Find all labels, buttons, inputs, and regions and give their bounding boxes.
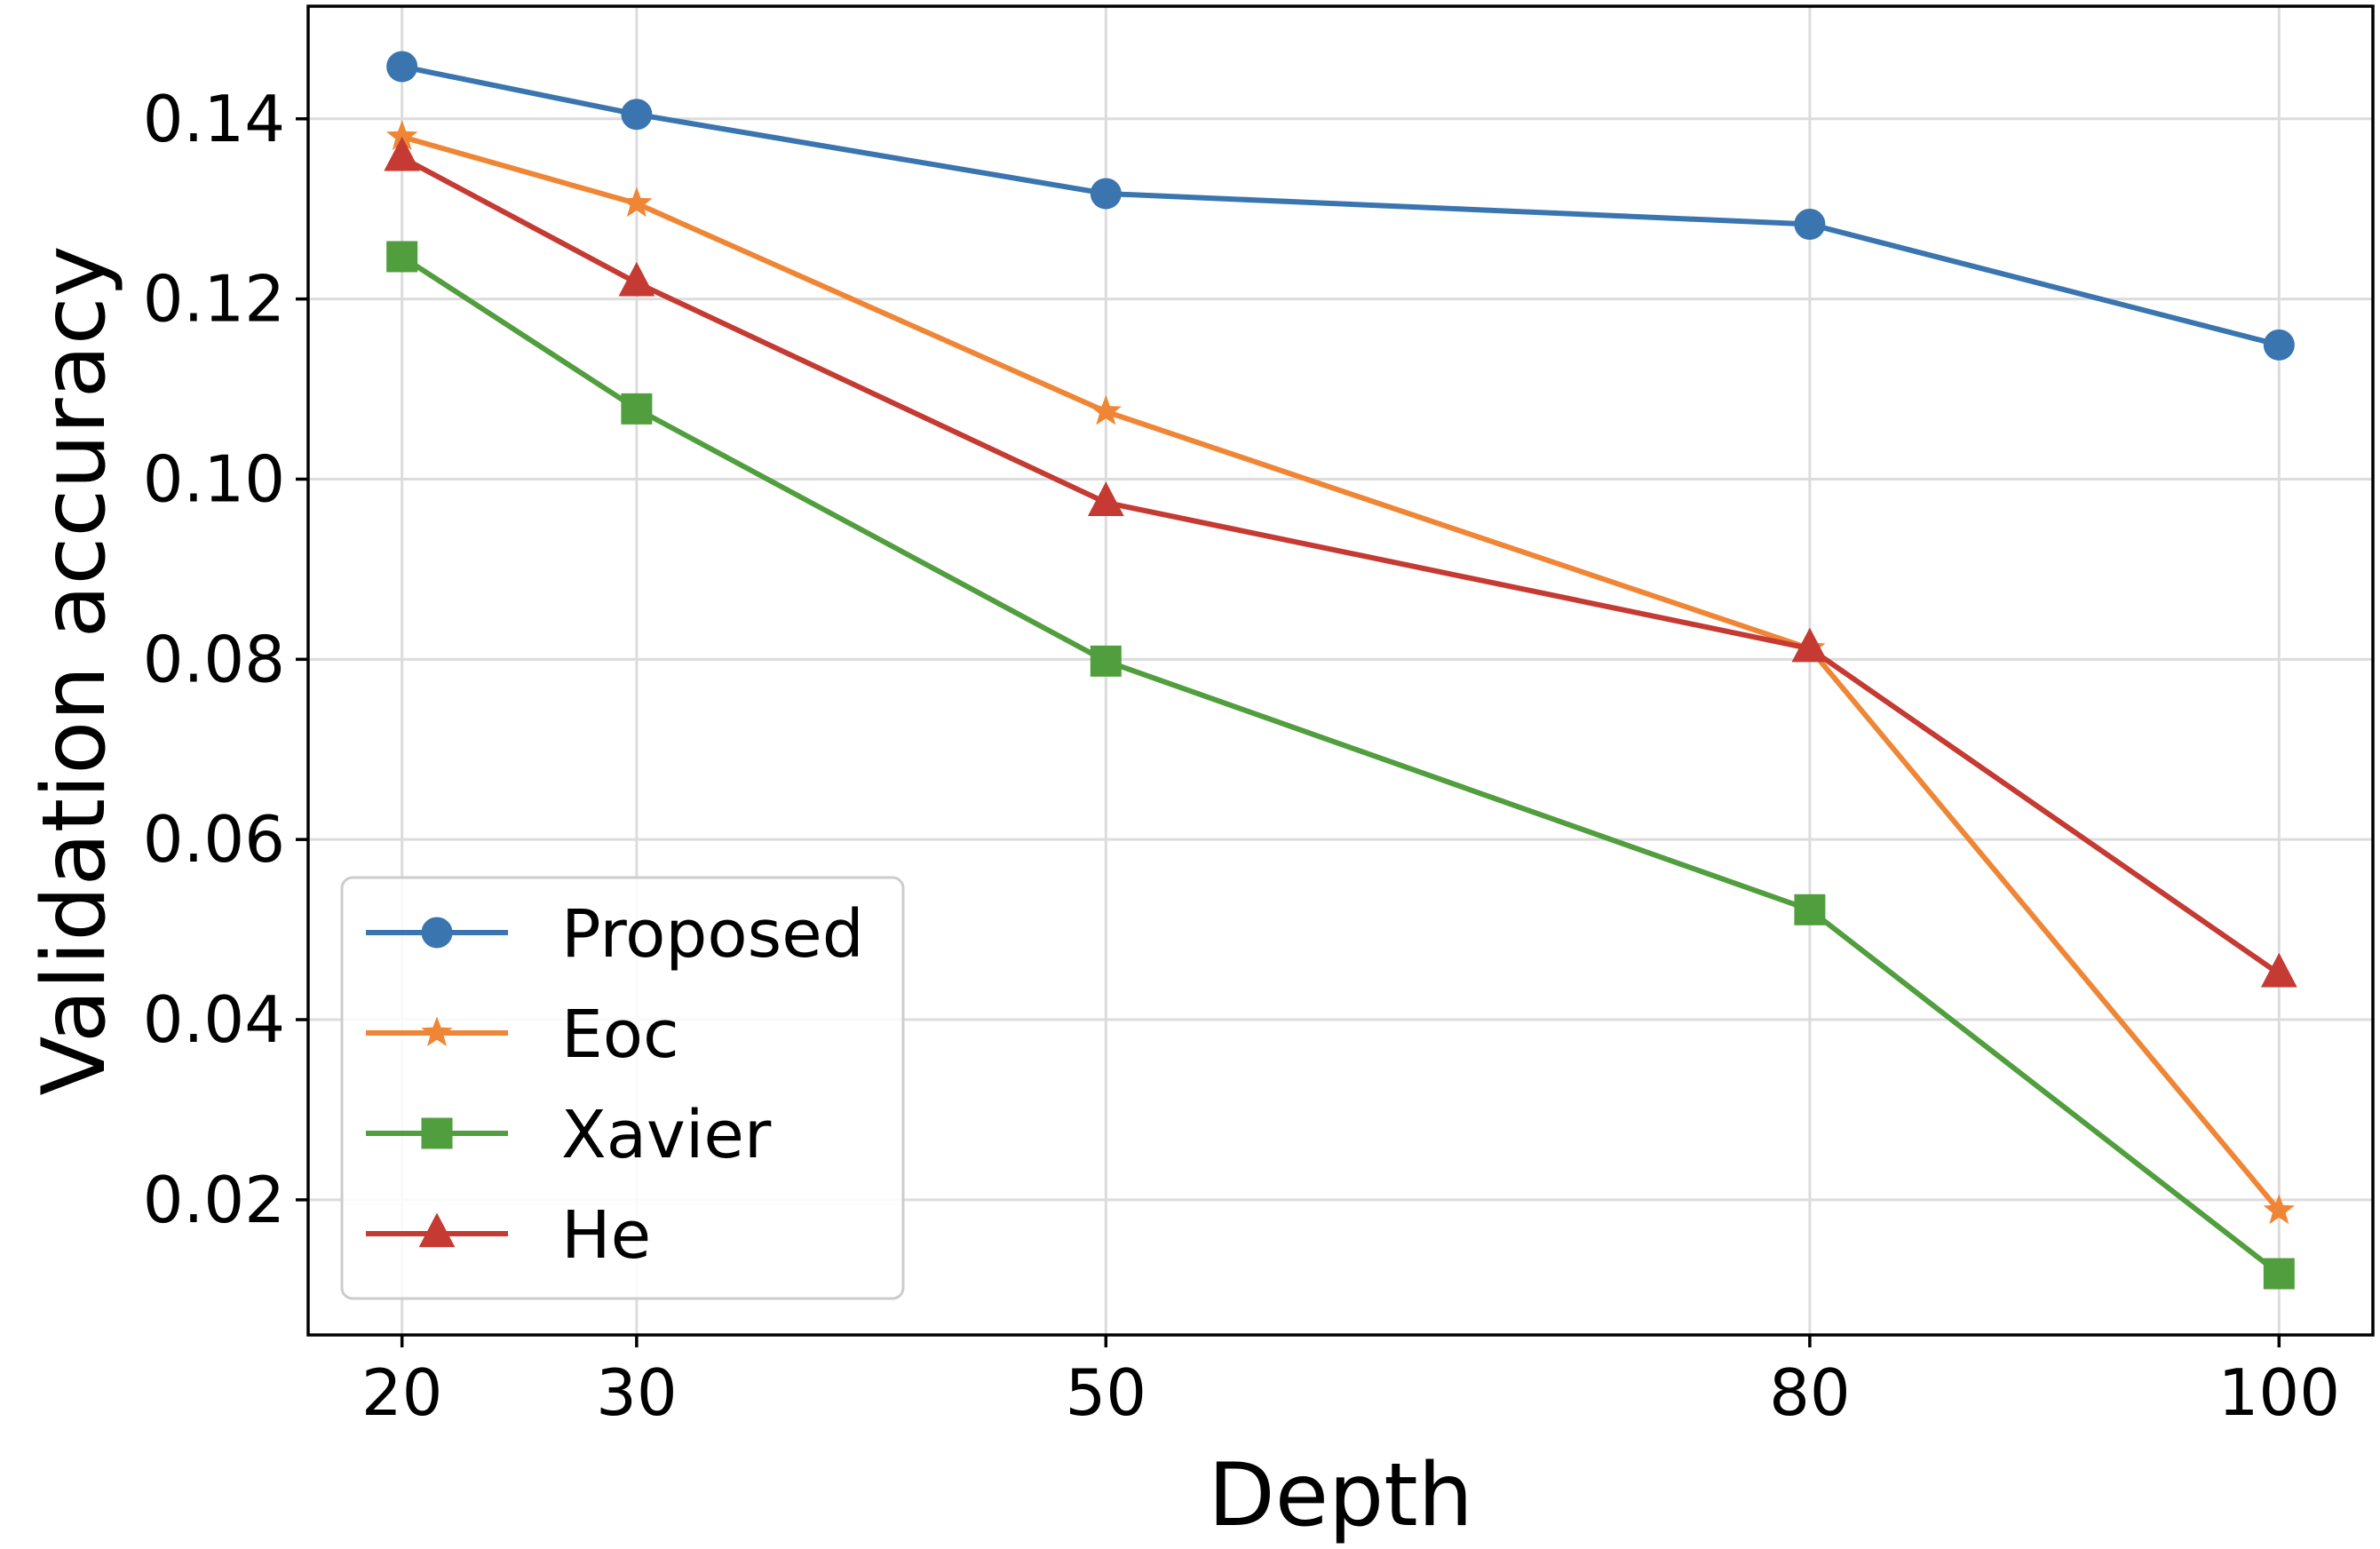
data-point-eoc (621, 187, 653, 218)
data-point-proposed (621, 99, 653, 131)
x-axis-label: Depth (1208, 1445, 1473, 1546)
x-axis-ticks: 20 30 50 80 100 (361, 1335, 2340, 1430)
legend-item-xavier: Xavier (366, 1097, 772, 1173)
plot-frame (306, 4, 2375, 1337)
series-group (384, 51, 2297, 1290)
legend-box (340, 876, 905, 1300)
data-point-he (2260, 952, 2297, 988)
data-point-he (1087, 481, 1124, 517)
series-line-he (399, 155, 2282, 977)
legend: Proposed Eoc Xavier He (340, 876, 905, 1300)
data-point-xavier (2263, 1258, 2295, 1290)
legend-marker-proposed (421, 917, 453, 949)
data-point-proposed (1794, 208, 1826, 240)
y-tick-label: 0.12 (143, 262, 285, 337)
data-point-xavier (621, 393, 653, 425)
x-tick-label: 30 (596, 1355, 678, 1430)
data-point-proposed (386, 51, 418, 83)
legend-item-he: He (366, 1197, 651, 1274)
series-he (384, 136, 2297, 988)
legend-label-proposed: Proposed (561, 896, 864, 973)
legend-label-he: He (561, 1197, 651, 1274)
legend-item-eoc: Eoc (366, 997, 679, 1073)
y-tick-label: 0.08 (143, 622, 285, 696)
legend-marker-xavier (421, 1117, 453, 1149)
data-point-eoc (1090, 394, 1123, 425)
y-tick-label: 0.04 (143, 982, 285, 1057)
legend-label-eoc: Eoc (561, 997, 679, 1073)
data-point-he (618, 261, 655, 297)
legend-marker-eoc (421, 1016, 453, 1047)
data-point-proposed (1090, 178, 1122, 210)
x-tick-label: 100 (2218, 1355, 2340, 1430)
y-tick-label: 0.10 (143, 441, 285, 516)
x-tick-label: 80 (1769, 1355, 1851, 1430)
y-tick-label: 0.06 (143, 802, 285, 877)
series-proposed (386, 51, 2295, 361)
data-point-he (1791, 627, 1829, 663)
data-point-xavier (386, 241, 418, 273)
x-tick-label: 20 (361, 1355, 443, 1430)
data-point-he (384, 136, 421, 171)
y-axis-label: Validation accuracy (24, 245, 125, 1095)
legend-label-xavier: Xavier (561, 1097, 772, 1173)
series-xavier (386, 241, 2295, 1290)
y-tick-label: 0.14 (143, 82, 285, 156)
legend-marker-he (418, 1212, 456, 1248)
y-tick-label: 0.02 (143, 1163, 285, 1237)
x-tick-label: 50 (1065, 1355, 1146, 1430)
data-point-xavier (1090, 645, 1122, 677)
legend-item-proposed: Proposed (366, 896, 864, 973)
y-axis-ticks: 0.02 0.04 0.06 0.08 0.10 0.12 0.14 (143, 82, 308, 1237)
data-point-proposed (2263, 329, 2295, 361)
data-point-xavier (1794, 894, 1826, 925)
data-point-eoc (2263, 1194, 2296, 1225)
